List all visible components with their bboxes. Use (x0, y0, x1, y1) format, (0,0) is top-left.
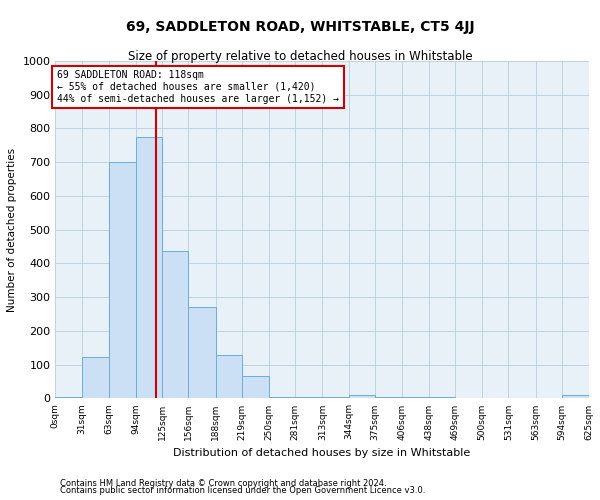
Bar (562, 395, 589, 398)
Bar (349, 395, 375, 398)
Text: Contains HM Land Registry data © Crown copyright and database right 2024.: Contains HM Land Registry data © Crown c… (60, 478, 386, 488)
Text: 69 SADDLETON ROAD: 118sqm
← 55% of detached houses are smaller (1,420)
44% of se: 69 SADDLETON ROAD: 118sqm ← 55% of detac… (57, 70, 339, 104)
Bar (136, 137, 162, 398)
Bar (162, 250, 188, 398)
Text: Size of property relative to detached houses in Whitstable: Size of property relative to detached ho… (128, 50, 472, 63)
Bar (322, 397, 349, 398)
Text: Contains public sector information licensed under the Open Government Licence v3: Contains public sector information licen… (60, 486, 425, 495)
Bar (242, 376, 269, 398)
Y-axis label: Number of detached properties: Number of detached properties (7, 148, 17, 312)
Bar (216, 354, 242, 399)
Text: 69, SADDLETON ROAD, WHITSTABLE, CT5 4JJ: 69, SADDLETON ROAD, WHITSTABLE, CT5 4JJ (125, 20, 475, 34)
Bar (82, 358, 109, 399)
Bar (109, 162, 136, 398)
Bar (295, 397, 322, 398)
Bar (188, 308, 216, 398)
X-axis label: Distribution of detached houses by size in Whitstable: Distribution of detached houses by size … (173, 448, 470, 458)
Bar (269, 397, 295, 398)
